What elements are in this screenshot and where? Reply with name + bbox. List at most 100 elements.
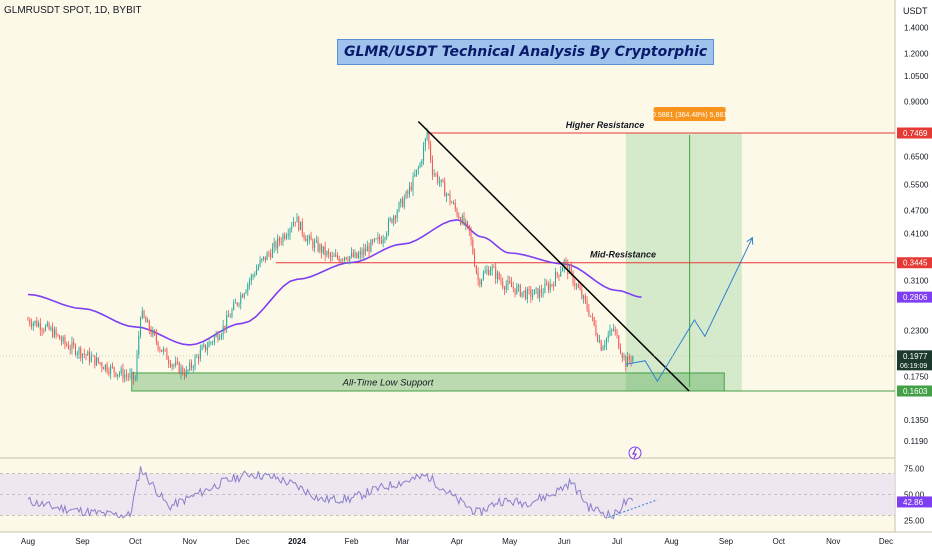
candle-body [166,349,168,360]
candle-body [176,361,178,363]
candle-body [486,269,488,272]
candle-body [491,266,493,271]
time-tick-label: Dec [235,537,249,546]
candle-body [569,266,571,274]
candle-body [565,260,567,263]
candle-body [500,279,502,282]
candle-body [567,262,569,274]
candle-body [380,240,382,244]
rsi-divergence-line [608,499,658,518]
candle-body [514,288,516,294]
candle-body [625,355,627,367]
candle-body [78,348,80,354]
candle-body [479,280,481,285]
candle-body [351,252,353,257]
price-tick-label: 0.9000 [904,98,929,107]
candle-body [143,310,145,318]
candle-body [576,284,578,286]
candle-body [312,240,314,248]
candle-body [82,353,84,358]
candle-body [57,334,59,336]
time-tick-label: Nov [183,537,197,546]
candle-body [526,288,528,300]
candle-body [384,237,386,240]
candle-body [212,342,214,343]
candle-body [122,368,124,379]
candle-body [261,258,263,261]
candle-body [509,280,511,283]
candle-body [600,340,602,351]
candle-body [292,221,294,227]
candle-body [583,295,585,299]
candle-body [607,335,609,339]
candle-body [472,240,474,254]
candle-body [322,246,324,253]
candle-body [463,215,465,225]
candle-body [579,287,581,290]
candle-body [533,289,535,295]
candle-body [303,233,305,239]
candle-body [556,272,558,275]
candle-body [270,253,272,258]
candle-body [614,329,616,332]
candle-body [129,373,131,378]
candle-body [428,132,430,145]
candle-body [243,293,245,298]
candle-body [489,270,491,275]
candle-body [180,367,182,374]
candle-body [403,198,405,207]
candle-body [414,174,416,177]
candle-body [595,324,597,335]
candle-body [396,211,398,219]
badge-moving-average-bg [897,291,932,303]
candle-body [518,285,520,287]
time-tick-label: Aug [21,537,35,546]
candle-body [445,193,447,197]
candle-body [535,288,537,290]
projection-arrowhead [746,236,754,245]
candle-body [481,279,483,285]
candle-body [134,378,136,380]
candle-body [632,356,634,362]
candle-body [289,228,291,235]
candle-body [352,252,354,258]
candle-body [226,315,228,329]
candle-body [69,348,71,350]
candle-body [577,284,579,288]
candle-body [372,240,374,242]
candle-body [39,323,41,331]
candle-body [581,289,583,299]
candle-body [549,283,551,291]
candle-body [421,160,423,164]
candle-body [435,173,437,175]
target-zone [625,133,742,391]
candle-body [164,349,166,350]
candle-body [349,256,351,261]
candle-body [343,257,345,260]
candle-body [315,240,317,242]
candle-body [254,274,256,276]
candle-body [630,359,632,362]
candle-body [401,198,403,207]
candle-body [111,366,113,368]
candle-body [271,247,273,258]
candle-body [182,367,184,374]
candle-body [597,334,599,342]
lightning-icon[interactable] [628,446,642,460]
candle-body [307,239,309,242]
rsi-tick-label: 75.00 [904,464,925,473]
candle-body [465,221,467,225]
candle-body [551,283,553,285]
candle-body [342,259,344,261]
candle-body [264,256,266,261]
candle-body [148,320,150,331]
candle-body [605,338,607,345]
candle-body [256,269,258,275]
candle-body [62,337,64,342]
candle-body [27,319,29,321]
candle-body [191,362,193,368]
candle-body [618,335,620,349]
candle-body [140,318,142,336]
